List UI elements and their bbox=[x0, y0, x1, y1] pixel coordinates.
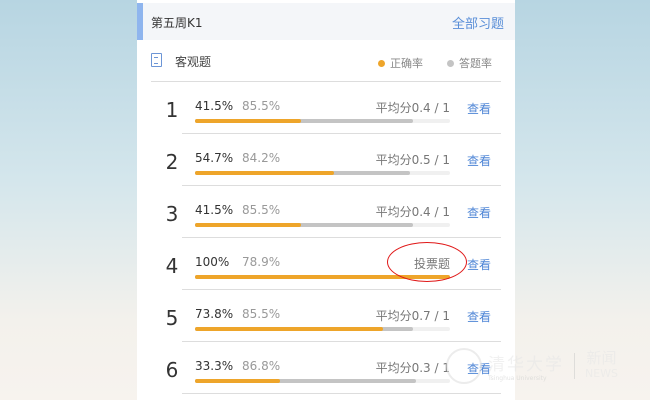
answer-rate-value: 85.5% bbox=[242, 99, 281, 113]
average-score: 平均分0.4 / 1 bbox=[375, 205, 450, 219]
all-exercises-link[interactable]: 全部习题 bbox=[451, 17, 504, 32]
section-header: 客观题 正确率 答题率 bbox=[151, 52, 501, 82]
answer-rate-value: 85.5% bbox=[242, 203, 281, 217]
question-number: 6 bbox=[165, 358, 179, 382]
question-row: 6 33.3% 86.8% 平均分0.3 / 1 查看 bbox=[166, 342, 501, 394]
progress-track bbox=[195, 275, 450, 279]
question-row: 2 54.7% 84.2% 平均分0.5 / 1 查看 bbox=[166, 134, 501, 186]
accuracy-value: 54.7% bbox=[195, 151, 234, 165]
question-row: 1 41.5% 85.5% 平均分0.4 / 1 查看 bbox=[166, 82, 501, 134]
accuracy-bar bbox=[195, 379, 280, 383]
legend-answer-rate-label: 答题率 bbox=[459, 57, 492, 70]
accuracy-dot-icon bbox=[378, 59, 385, 67]
average-score: 平均分0.7 / 1 bbox=[375, 309, 450, 323]
question-row: 3 41.5% 85.5% 平均分0.4 / 1 查看 bbox=[166, 186, 501, 238]
answer-rate-bar bbox=[195, 119, 414, 123]
answer-rate-value: 85.5% bbox=[242, 307, 281, 321]
red-annotation-circle bbox=[387, 242, 467, 282]
progress-track bbox=[195, 119, 450, 123]
view-button[interactable]: 查看 bbox=[466, 310, 491, 324]
average-score: 平均分0.4 / 1 bbox=[375, 101, 450, 115]
question-number: 4 bbox=[165, 254, 179, 278]
accuracy-value: 33.3% bbox=[195, 359, 234, 373]
legend-accuracy: 正确率 bbox=[378, 55, 423, 71]
watermark-news-en: NEWS bbox=[585, 367, 619, 380]
card-header: 第五周K1 全部习题 bbox=[137, 3, 515, 40]
accuracy-bar bbox=[195, 275, 450, 279]
average-score: 平均分0.3 / 1 bbox=[375, 361, 450, 375]
tsinghua-seal-icon bbox=[446, 348, 482, 384]
question-row: 5 73.8% 85.5% 平均分0.7 / 1 查看 bbox=[166, 290, 501, 342]
progress-track bbox=[195, 223, 450, 227]
document-icon bbox=[151, 53, 162, 67]
answer-rate-value: 86.8% bbox=[242, 359, 281, 373]
accuracy-value: 41.5% bbox=[195, 203, 234, 217]
view-button[interactable]: 查看 bbox=[466, 102, 491, 116]
answer-rate-bar bbox=[195, 223, 414, 227]
accuracy-value: 41.5% bbox=[195, 99, 234, 113]
average-score: 平均分0.5 / 1 bbox=[375, 153, 450, 167]
view-button[interactable]: 查看 bbox=[466, 154, 491, 168]
view-button[interactable]: 查看 bbox=[466, 206, 491, 220]
exercise-card: 第五周K1 全部习题 客观题 正确率 答题率 1 41.5% 85.5% 平均分… bbox=[137, 0, 515, 400]
progress-track bbox=[195, 171, 450, 175]
progress-track bbox=[195, 327, 450, 331]
accuracy-value: 100% bbox=[195, 255, 230, 269]
question-number: 3 bbox=[165, 202, 179, 226]
section-label: 客观题 bbox=[175, 55, 212, 69]
watermark-en: Tsinghua University bbox=[488, 375, 547, 382]
legend-accuracy-label: 正确率 bbox=[390, 57, 423, 70]
accuracy-bar bbox=[195, 171, 335, 175]
accuracy-bar bbox=[195, 223, 301, 227]
question-number: 5 bbox=[165, 306, 179, 330]
accuracy-bar bbox=[195, 327, 384, 331]
legend-answer-rate: 答题率 bbox=[447, 55, 492, 71]
view-button[interactable]: 查看 bbox=[466, 258, 491, 272]
progress-track bbox=[195, 379, 450, 383]
answer-rate-bar bbox=[195, 379, 417, 383]
question-number: 2 bbox=[165, 150, 179, 174]
answer-rate-value: 78.9% bbox=[242, 255, 281, 269]
question-row: 4 100% 78.9% 投票题 查看 bbox=[166, 238, 501, 290]
question-number: 1 bbox=[165, 98, 179, 122]
answer-rate-dot-icon bbox=[447, 59, 454, 67]
watermark-news-cn: 新闻 bbox=[586, 349, 617, 367]
answer-rate-value: 84.2% bbox=[242, 151, 281, 165]
watermark-cn: 清华大学 bbox=[488, 355, 564, 375]
accuracy-value: 73.8% bbox=[195, 307, 234, 321]
card-title: 第五周K1 bbox=[151, 16, 203, 30]
tsinghua-news-watermark: 清华大学 Tsinghua University 新闻 NEWS bbox=[446, 348, 618, 384]
accuracy-bar bbox=[195, 119, 301, 123]
